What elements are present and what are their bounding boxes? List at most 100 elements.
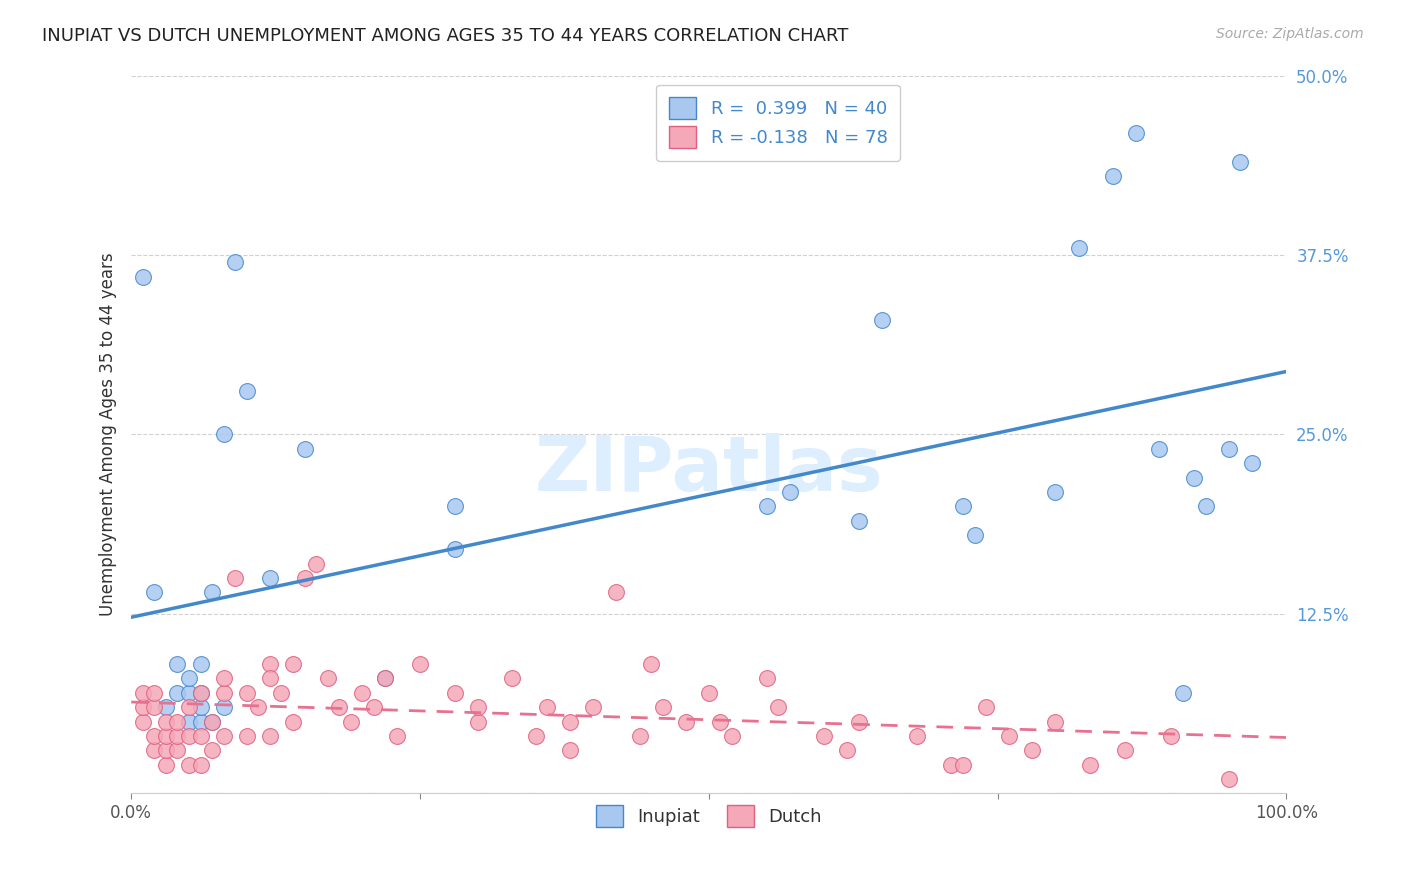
Point [177, 700, 200, 714]
Point [709, 714, 731, 729]
Point [721, 729, 744, 743]
Point [143, 585, 166, 599]
Point [755, 672, 778, 686]
Point [212, 427, 235, 442]
Point [166, 657, 188, 672]
Point [1160, 729, 1182, 743]
Point [177, 757, 200, 772]
Point [224, 571, 246, 585]
Point [201, 714, 224, 729]
Point [281, 714, 304, 729]
Point [848, 514, 870, 528]
Text: Source: ZipAtlas.com: Source: ZipAtlas.com [1216, 27, 1364, 41]
Point [1182, 470, 1205, 484]
Point [328, 700, 350, 714]
Point [560, 743, 582, 757]
Legend: Inupiat, Dutch: Inupiat, Dutch [589, 798, 830, 835]
Point [1125, 126, 1147, 140]
Point [259, 657, 281, 672]
Point [443, 500, 465, 514]
Point [155, 743, 177, 757]
Point [374, 672, 396, 686]
Point [201, 714, 224, 729]
Point [352, 686, 374, 700]
Point [848, 714, 870, 729]
Point [143, 743, 166, 757]
Point [132, 686, 155, 700]
Point [628, 729, 651, 743]
Point [132, 700, 155, 714]
Point [974, 700, 997, 714]
Point [1171, 686, 1194, 700]
Point [190, 729, 212, 743]
Point [675, 714, 697, 729]
Point [281, 657, 304, 672]
Point [190, 714, 212, 729]
Y-axis label: Unemployment Among Ages 35 to 44 years: Unemployment Among Ages 35 to 44 years [100, 252, 117, 616]
Point [1149, 442, 1171, 456]
Point [177, 729, 200, 743]
Point [132, 269, 155, 284]
Point [270, 686, 292, 700]
Point [467, 714, 489, 729]
Text: INUPIAT VS DUTCH UNEMPLOYMENT AMONG AGES 35 TO 44 YEARS CORRELATION CHART: INUPIAT VS DUTCH UNEMPLOYMENT AMONG AGES… [42, 27, 849, 45]
Point [247, 700, 270, 714]
Point [963, 528, 986, 542]
Point [1194, 500, 1216, 514]
Point [697, 686, 720, 700]
Point [374, 672, 396, 686]
Point [766, 700, 789, 714]
Point [305, 557, 328, 571]
Point [385, 729, 408, 743]
Point [1021, 743, 1043, 757]
Point [212, 686, 235, 700]
Point [1240, 456, 1263, 470]
Point [166, 714, 188, 729]
Point [236, 686, 259, 700]
Point [190, 757, 212, 772]
Point [190, 657, 212, 672]
Point [651, 700, 673, 714]
Point [224, 255, 246, 269]
Point [952, 500, 974, 514]
Point [837, 743, 859, 757]
Point [190, 686, 212, 700]
Point [467, 700, 489, 714]
Point [201, 585, 224, 599]
Point [998, 729, 1021, 743]
Point [166, 686, 188, 700]
Point [952, 757, 974, 772]
Point [294, 571, 316, 585]
Point [1078, 757, 1101, 772]
Point [1229, 154, 1251, 169]
Point [236, 729, 259, 743]
Point [443, 686, 465, 700]
Point [1067, 241, 1090, 255]
Point [501, 672, 523, 686]
Point [640, 657, 662, 672]
Point [259, 729, 281, 743]
Point [409, 657, 432, 672]
Point [1218, 772, 1240, 786]
Point [779, 484, 801, 499]
Point [155, 757, 177, 772]
Point [212, 729, 235, 743]
Point [941, 757, 963, 772]
Point [294, 442, 316, 456]
Point [605, 585, 627, 599]
Point [177, 714, 200, 729]
Point [143, 686, 166, 700]
Point [201, 743, 224, 757]
Point [177, 686, 200, 700]
Point [316, 672, 339, 686]
Point [363, 700, 385, 714]
Point [132, 714, 155, 729]
Point [1114, 743, 1136, 757]
Point [177, 672, 200, 686]
Point [813, 729, 835, 743]
Point [236, 384, 259, 399]
Point [443, 542, 465, 557]
Point [155, 700, 177, 714]
Point [155, 714, 177, 729]
Point [339, 714, 361, 729]
